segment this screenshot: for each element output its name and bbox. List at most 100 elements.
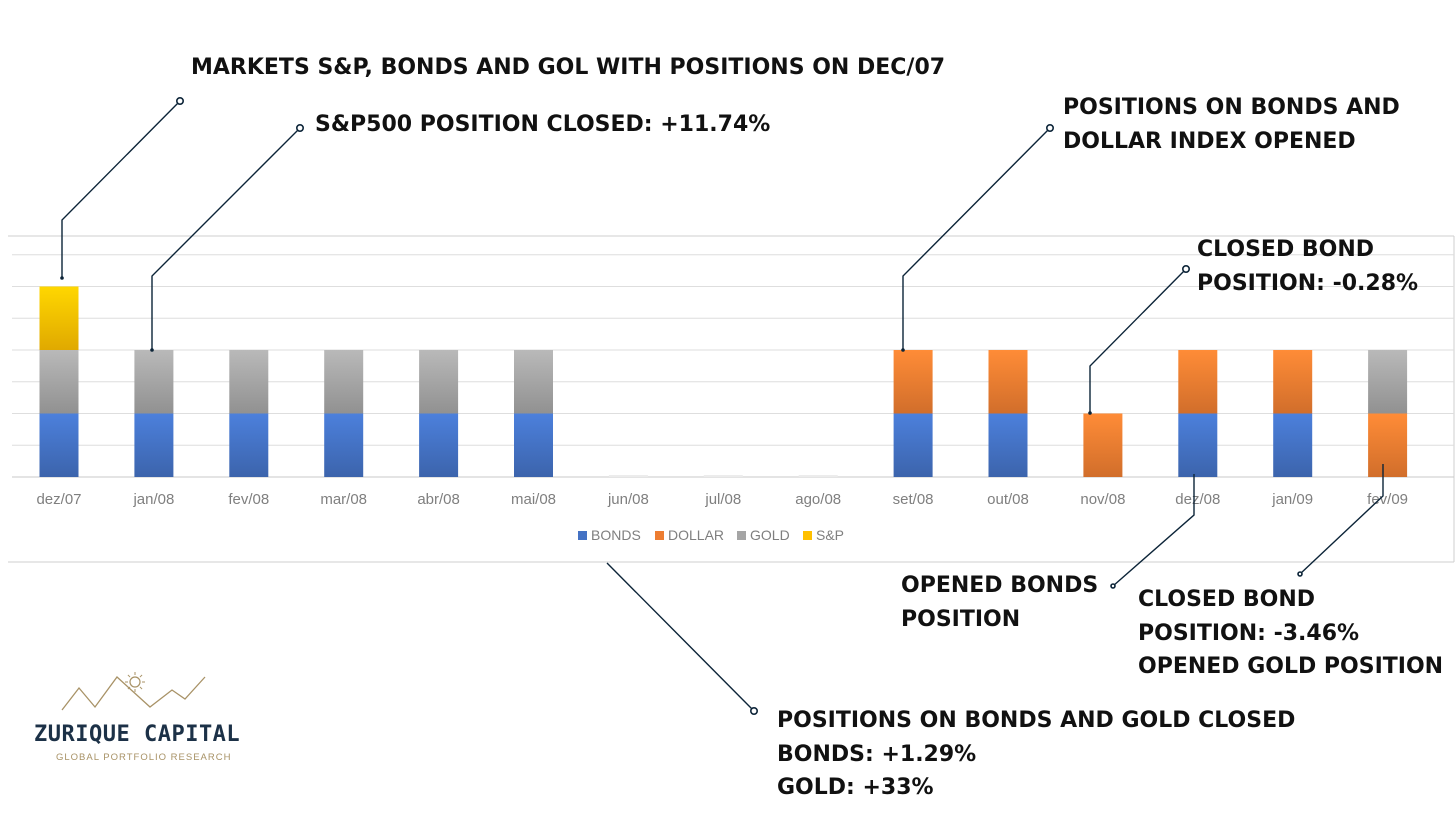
x-tick-label: set/08 [893,491,934,508]
logo-mountain-line [61,676,206,711]
leader-a4 [1089,268,1187,413]
legend-label: DOLLAR [668,527,724,543]
legend: BONDS DOLLAR GOLD S&P [578,527,844,543]
bar-bonds-mai-08 [514,413,553,477]
annotation-a1: MARKETS S&P, BONDS AND GOL WITH POSITION… [191,51,945,85]
annotation-a7-line: BONDS: +1.29% [777,741,977,767]
logo-sun-ray [139,686,143,690]
leader-anchor [150,348,154,352]
x-tick-label: ago/08 [795,491,841,508]
x-tick-label: dez/07 [36,491,81,508]
annotation-a3-line: POSITIONS ON BONDS AND [1063,95,1400,120]
annotation-a4-line: CLOSED BOND [1197,237,1375,262]
bar-bonds-dez-08 [1178,413,1218,477]
annotation-a5-line: POSITION [901,606,1021,632]
leader-endpoint [1297,571,1303,577]
legend-label: S&P [816,527,844,543]
x-tick-label: mai/08 [511,491,556,508]
x-tick-label: out/08 [987,491,1029,508]
x-tick-label: fev/09 [1367,491,1408,508]
x-axis-ticks: dez/07 jan/08 fev/08 mar/08 abr/08 mai/08 jun/… [36,491,1408,508]
leader-endpoint [1110,583,1116,589]
bar-gold-mai-08 [514,350,553,414]
annotation-a6-line: POSITION: -3.46% [1138,620,1360,646]
x-tick-label: fev/08 [228,491,269,508]
bar-bonds-jan-09 [1273,413,1313,477]
bar-dollar-dez-08 [1178,350,1218,414]
legend-swatch [737,531,746,540]
leader-anchor [60,276,64,280]
annotation-leaders [60,97,1384,715]
x-tick-label: nov/08 [1080,491,1125,508]
legend-label: BONDS [591,527,641,543]
annotation-a4-line: POSITION: -0.28% [1197,270,1419,296]
bar-gold-fev-09 [1368,350,1408,414]
x-tick-label: jul/08 [704,491,741,508]
leader-endpoint [749,706,758,715]
bar-gold-abr-08 [419,350,459,414]
annotation-a5-line: OPENED BONDS [901,573,1099,598]
logo-name: ZURIQUE CAPITAL [34,722,241,747]
x-tick-label: abr/08 [417,491,460,508]
bar-dollar-set-08 [893,350,933,414]
bar-dollar-fev-09 [1368,413,1408,477]
bar-bonds-out-08 [988,413,1028,477]
bar-sp-dez-07 [39,286,79,350]
logo-sun-ray [139,674,143,678]
annotation-a2-line: S&P500 POSITION CLOSED: +11.74% [315,112,771,137]
legend-label: GOLD [750,527,790,543]
annotation-a3-line: DOLLAR INDEX OPENED [1063,128,1356,154]
annotation-a3: POSITIONS ON BONDS AND DOLLAR INDEX OPENE… [1063,91,1400,158]
annotation-a6: CLOSED BOND POSITION: -3.46% OPENED GOLD P… [1138,583,1443,684]
x-tick-label: jun/08 [607,491,649,508]
legend-swatch [803,531,812,540]
logo: ZURIQUE CAPITAL GLOBAL PORTFOLIO RESEARC… [30,668,240,768]
legend-swatch [655,531,664,540]
leader-a6 [1299,464,1384,575]
bar-bonds-mar-08 [324,413,364,477]
bar-gold-fev-08 [229,350,269,414]
annotation-a6-line: OPENED GOLD POSITION [1138,654,1444,679]
bar-bonds-set-08 [893,413,933,477]
bar-bonds-dez-07 [39,413,79,477]
leader-anchor [901,348,905,352]
x-tick-label: jan/09 [1271,491,1313,508]
leader-endpoint [1046,124,1055,133]
x-tick-label: mar/08 [320,491,367,508]
bar-dollar-jan-09 [1273,350,1313,414]
annotation-a5: OPENED BONDS POSITION [901,569,1098,636]
logo-sun-ray [127,686,131,690]
annotation-a7-line: GOLD: +33% [777,775,934,800]
annotation-a7-line: POSITIONS ON BONDS AND GOLD CLOSED [777,708,1296,733]
leader-a3 [902,127,1051,350]
leader-a2 [151,127,301,350]
bar-empty-jun-08 [608,475,648,477]
logo-tagline: GLOBAL PORTFOLIO RESEARCH [56,752,232,763]
bar-empty-jul-08 [703,475,743,477]
leader-a7 [606,562,755,712]
x-tick-label: dez/08 [1175,491,1220,508]
logo-sun-ray [127,674,131,678]
logo-sun [129,676,141,688]
annotation-a7: POSITIONS ON BONDS AND GOLD CLOSED BONDS:… [777,704,1295,805]
bar-gold-dez-07 [39,350,79,414]
bar-bonds-jan-08 [134,413,174,477]
annotation-a1-line: MARKETS S&P, BONDS AND GOL WITH POSITION… [191,55,946,80]
leader-endpoint [176,97,185,106]
leader-a5 [1112,474,1195,587]
bar-bonds-abr-08 [419,413,459,477]
x-tick-label: jan/08 [132,491,174,508]
chart-frame [8,235,1455,563]
leader-endpoint [295,124,304,133]
leader-endpoint [1182,264,1191,273]
annotation-a6-line: CLOSED BOND [1138,587,1316,612]
bars [39,286,1408,477]
bar-dollar-out-08 [988,350,1028,414]
bar-gold-mar-08 [324,350,364,414]
leader-a1 [61,100,181,278]
legend-swatch [578,531,587,540]
leader-anchor [1088,411,1092,415]
bar-bonds-fev-08 [229,413,269,477]
annotation-a2: S&P500 POSITION CLOSED: +11.74% [315,108,770,142]
